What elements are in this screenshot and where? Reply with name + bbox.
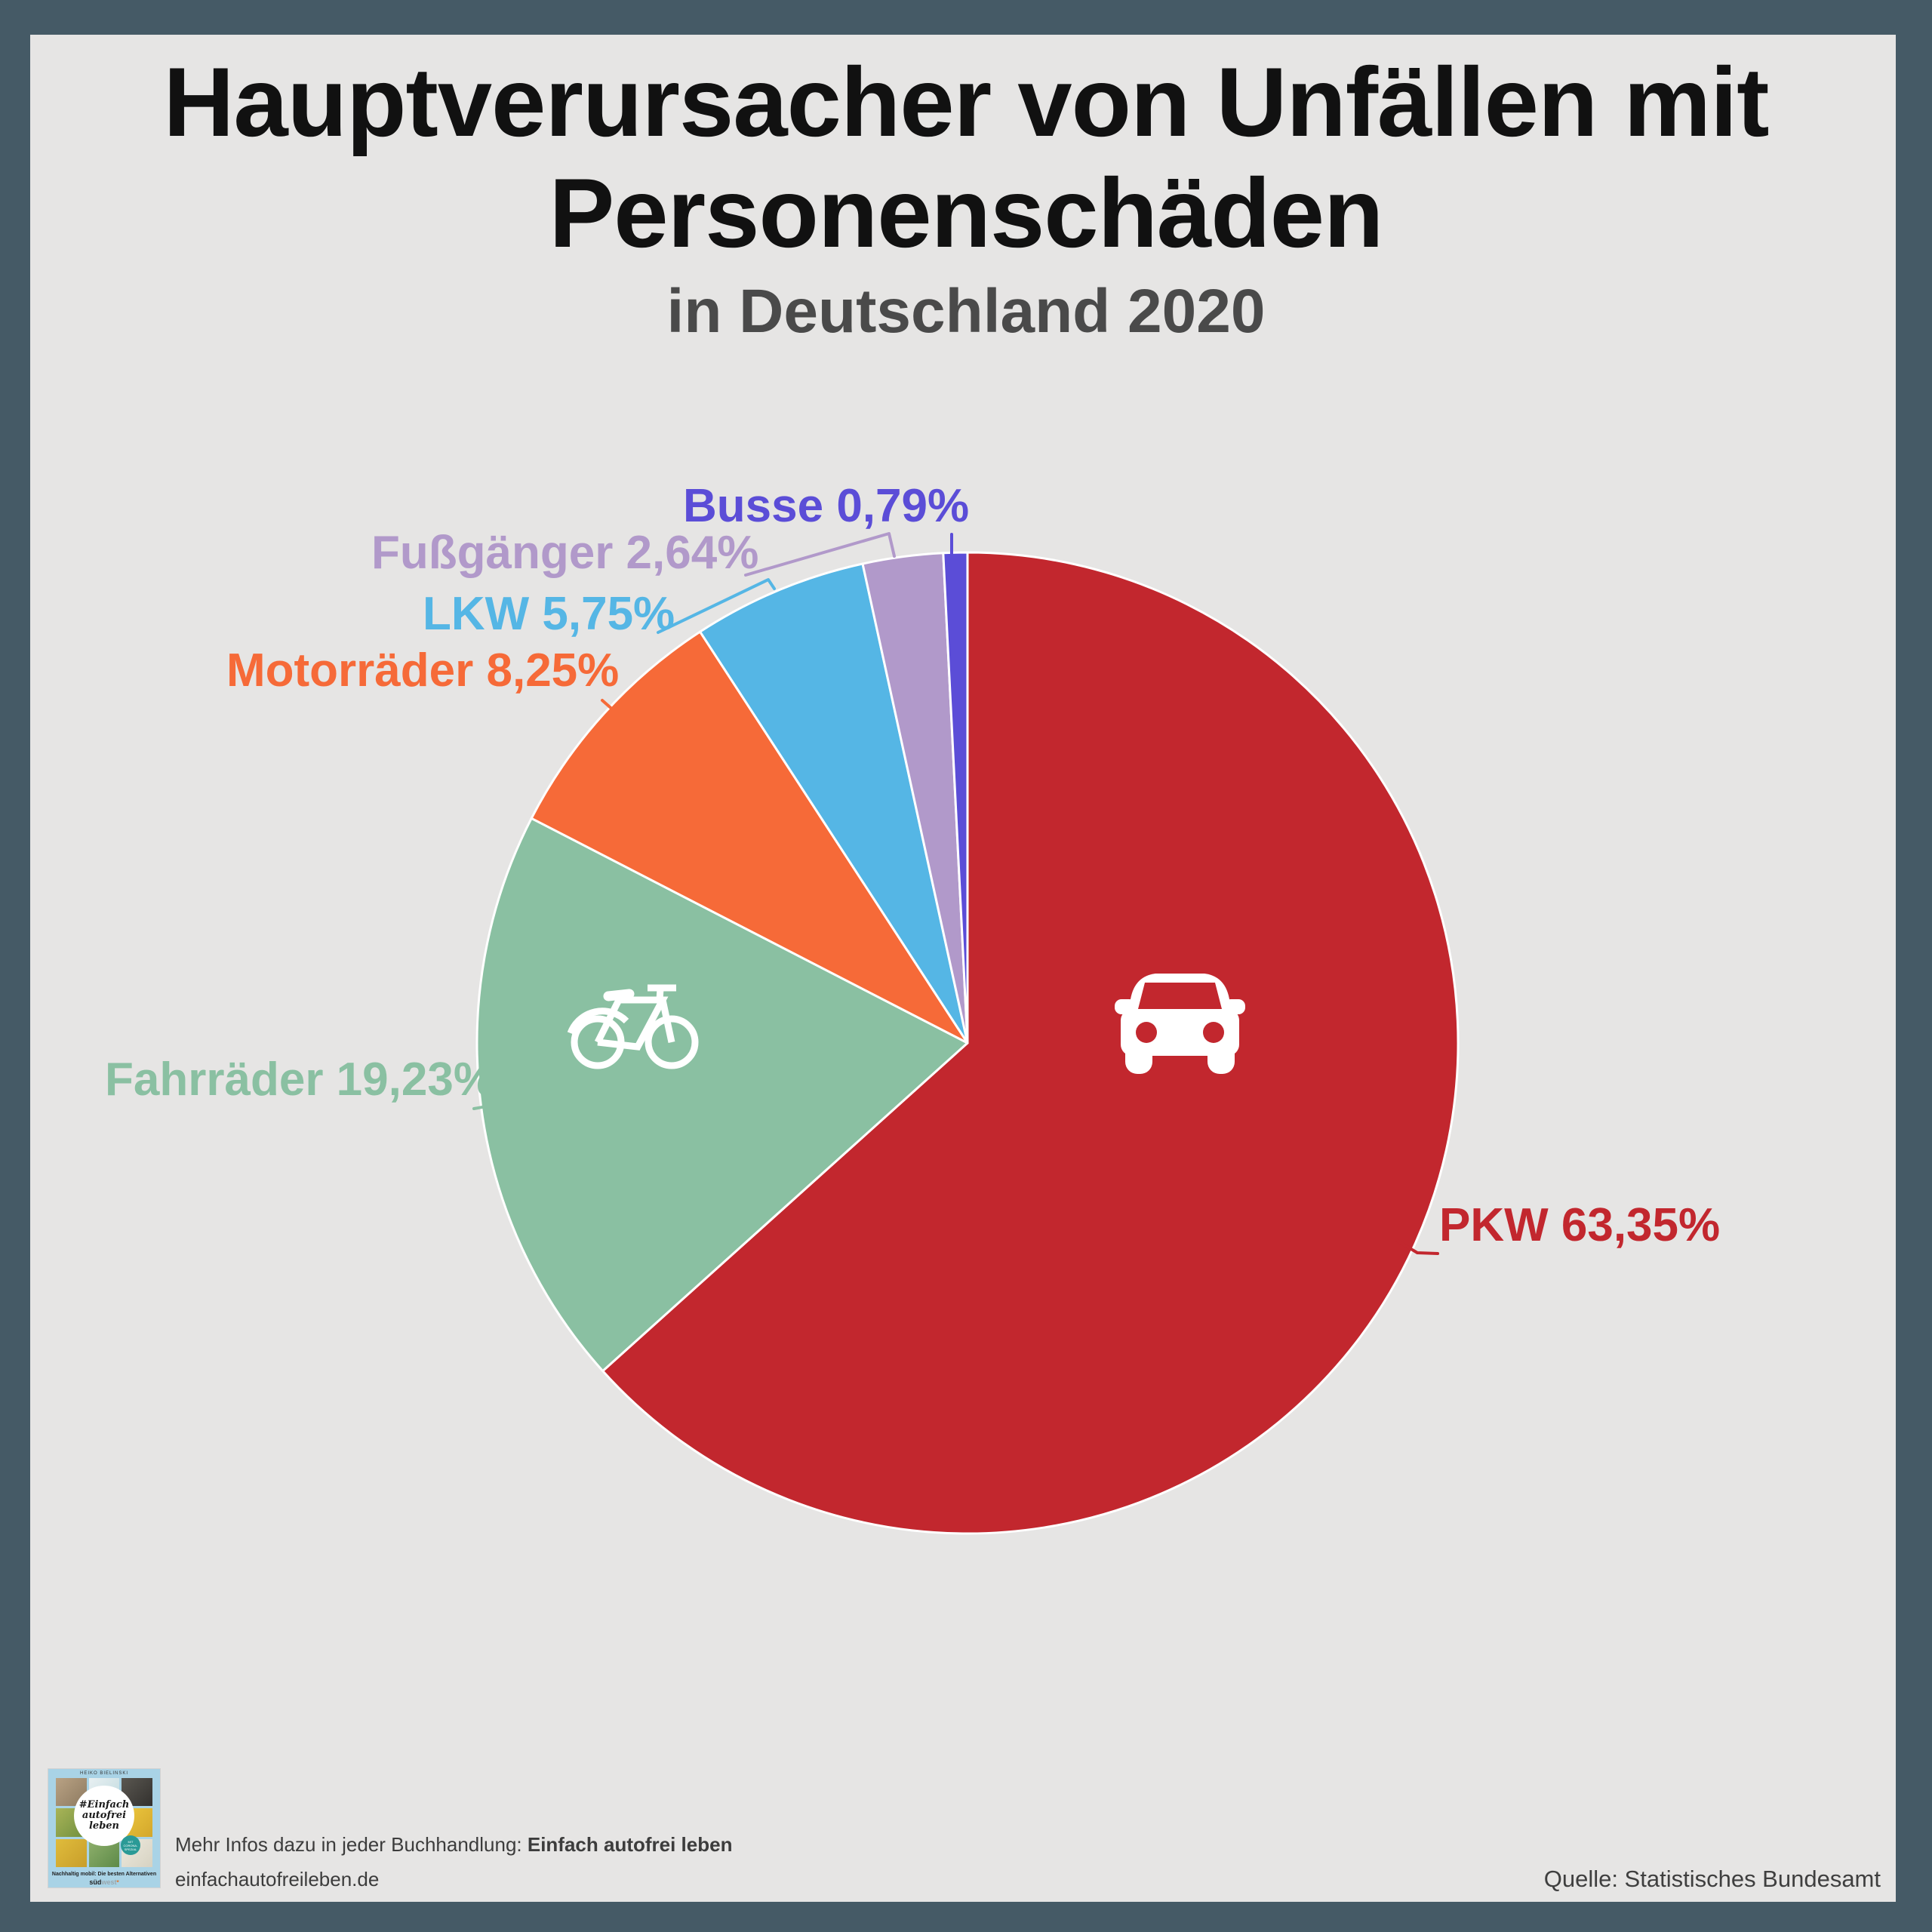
slice-label-fahrraeder: Fahrräder 19,23% [105, 1054, 495, 1106]
chart-title: Hauptverursacher von Unfällen mit Person… [0, 47, 1932, 269]
book-author: HEIKO BIELINSKI [79, 1771, 129, 1776]
leader-line-fussgaenger [744, 532, 896, 577]
leader-line-lkw [657, 578, 776, 634]
publisher-star: * [116, 1879, 119, 1886]
book-title: #Einfach autofrei leben [74, 1786, 134, 1846]
pie-slice-PKW[interactable] [601, 551, 1460, 1535]
leader-line-motorraeder [601, 699, 629, 724]
promo-text-bold: Einfach autofrei leben [527, 1833, 733, 1856]
pie-slice-Busse[interactable] [942, 551, 969, 1044]
slice-label-lkw: LKW 5,75% [423, 588, 675, 640]
book-tagline: Nachhaltig mobil: Die besten Alternative… [51, 1872, 157, 1877]
slice-label-fussgaenger: Fußgänger 2,64% [371, 527, 759, 579]
slice-label-pkw: PKW 63,35% [1439, 1199, 1721, 1251]
pie-slice-Motorräder[interactable] [530, 630, 969, 1044]
website-link[interactable]: einfachautofreileben.de [175, 1868, 380, 1890]
leader-line-fahrraeder [472, 1102, 506, 1110]
pie-slice-Fahrräder[interactable] [475, 817, 969, 1373]
chart-title-line2: Personenschäden [549, 158, 1384, 268]
promo-line: Mehr Infos dazu in jeder Buchhandlung: E… [175, 1827, 732, 1862]
chart-title-line1: Hauptverursacher von Unfällen mit [163, 47, 1770, 157]
book-publisher-logo: südwest* [48, 1878, 160, 1886]
book-photo [56, 1838, 87, 1867]
chart-subtitle: in Deutschland 2020 [666, 277, 1266, 346]
bicycle-icon [565, 976, 704, 1072]
slice-label-busse: Busse 0,79% [683, 480, 970, 532]
car-icon [1115, 968, 1245, 1074]
book-cover: HEIKO BIELINSKI #Einfach autofrei leben … [48, 1769, 160, 1887]
book-badge: MIT CORONA- SPEZIAL [121, 1835, 140, 1855]
publisher-part1: süd [89, 1878, 102, 1886]
leader-line-pkw [1395, 1238, 1439, 1255]
source-note: Quelle: Statistisches Bundesamt [1543, 1866, 1881, 1892]
footer-promo: Mehr Infos dazu in jeder Buchhandlung: E… [175, 1827, 732, 1897]
pie-slice-LKW[interactable] [699, 562, 969, 1044]
slice-label-motorraeder: Motorräder 8,25% [226, 645, 620, 697]
promo-text-normal: Mehr Infos dazu in jeder Buchhandlung: [175, 1833, 528, 1856]
publisher-part2: west [101, 1878, 117, 1886]
